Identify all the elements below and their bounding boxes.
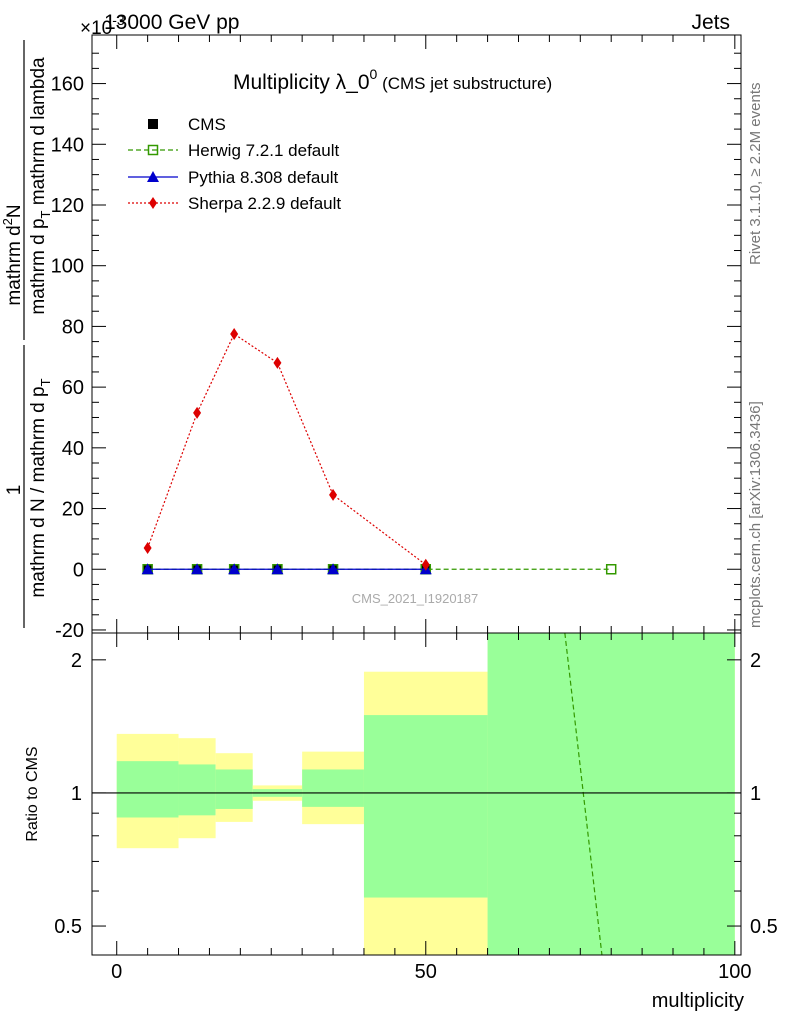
legend-marker [148,119,158,129]
data-point [273,356,282,369]
ratio-y-tick-label-right: 2 [750,650,761,672]
y-tick-label: 0 [73,559,84,581]
mcplots-label: mcplots.cern.ch [arXiv:1306.3436] [747,401,764,628]
x-axis-label: multiplicity [652,990,744,1012]
x-tick-label: 100 [718,961,751,983]
energy-label: 13000 GeV pp [104,11,239,34]
ratio-y-tick-label-right: 0.5 [750,916,778,938]
y-tick-label: 120 [51,195,84,217]
data-point [421,558,430,571]
analysis-watermark: CMS_2021_I1920187 [352,591,479,606]
series-sherpa-2-2-9-default [143,328,430,571]
data-point [230,328,239,340]
y-scale-exponent: ×10-3 [80,12,125,39]
main-y-axis: -20 0 20 40 60 80 100 120 140 160 [51,52,741,642]
ratio-y-axis: 0.5 0.5 1 1 2 2 [54,650,778,938]
process-label: Jets [691,11,730,34]
ratio-y-tick-label-right: 1 [750,783,761,805]
legend-marker [147,144,159,156]
data-point [193,406,202,419]
series-pythia-8-308-default [141,563,432,575]
data-point [271,563,284,575]
x-tick-label: 0 [111,961,122,983]
legend-item: CMS [148,115,226,134]
y-tick-label: -20 [55,620,84,642]
ratio-y-tick-label-left: 1 [71,783,82,805]
ratio-inner-band-6 [487,633,735,955]
legend: CMS Herwig 7.2.1 default Pythia 8.308 defa… [128,115,341,213]
y-tick-label: 20 [62,499,84,521]
svg-text:mathrm d pT mathrm d lambda: mathrm d pT mathrm d lambda [28,57,53,315]
y-tick-label: 60 [62,377,84,399]
ratio-inner-band-5 [363,715,488,898]
y-tick-label: 80 [62,316,84,338]
svg-text:mathrm d2N: mathrm d2N [0,204,25,305]
ratio-line-herwig-7-2-1-default [564,632,603,956]
ratio-inner-band-4 [302,769,364,807]
ratio-inner-band-0 [116,761,179,818]
legend-item: Sherpa 2.2.9 default [128,194,341,213]
y-tick-label: 40 [62,438,84,460]
ratio-inner-band-1 [178,764,216,816]
legend-label: CMS [188,115,226,134]
legend-item: Pythia 8.308 default [128,168,339,187]
ratio-y-tick-label-left: 0.5 [54,916,82,938]
data-point [329,488,338,501]
data-point [143,542,152,555]
x-axis: 0 50 100 [111,35,752,983]
legend-label: Herwig 7.2.1 default [188,141,339,160]
data-point [141,563,154,575]
y-tick-label: 160 [51,74,84,96]
chart-title: Multiplicity λ_00 (CMS jet substructure) [233,66,552,94]
data-point [605,564,617,575]
legend-item: Herwig 7.2.1 default [128,141,339,160]
data-point [228,563,241,575]
rivet-label: Rivet 3.1.10, ≥ 2.2M events [747,83,764,266]
y-tick-label: 100 [51,256,84,278]
data-point [327,563,340,575]
data-point [191,563,204,575]
svg-text:1: 1 [4,485,25,496]
legend-marker [149,197,157,209]
ratio-y-tick-label-left: 2 [71,650,82,672]
ratio-y-axis-label: Ratio to CMS [24,746,41,841]
legend-label: Sherpa 2.2.9 default [188,194,341,213]
legend-label: Pythia 8.308 default [188,168,339,187]
ratio-bands [116,633,735,955]
svg-text:mathrm d N / mathrm d pT: mathrm d N / mathrm d pT [28,378,53,597]
ratio-inner-band-2 [215,769,253,809]
x-tick-label: 50 [415,961,437,983]
ratio-plot-frame [91,632,742,956]
legend-marker [147,171,159,182]
y-tick-label: 140 [51,134,84,156]
series-line [147,333,427,566]
